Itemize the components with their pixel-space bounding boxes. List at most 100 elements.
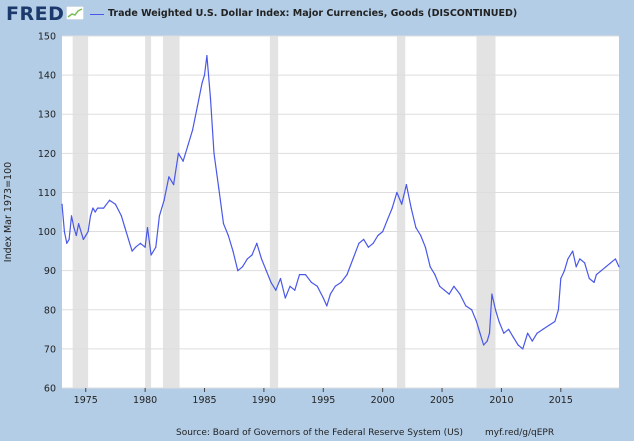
data-point — [203, 74, 206, 76]
data-point — [405, 184, 408, 186]
data-point — [396, 191, 398, 194]
data-point — [382, 230, 384, 233]
data-point — [377, 234, 379, 237]
data-point — [187, 144, 189, 147]
data-point — [595, 273, 598, 276]
data-point — [284, 297, 286, 299]
data-point — [372, 242, 374, 244]
data-point — [80, 230, 82, 233]
fred-sparkline-icon — [66, 6, 84, 20]
fred-logo[interactable]: FRED — [6, 3, 65, 25]
data-point — [439, 285, 441, 287]
data-point — [346, 273, 348, 276]
plot-area — [62, 36, 619, 388]
y-tick-label: 80 — [44, 305, 56, 316]
data-point — [329, 293, 332, 295]
legend-label: Trade Weighted U.S. Dollar Index: Major … — [108, 8, 518, 19]
data-point — [322, 297, 324, 299]
data-point — [139, 242, 141, 244]
data-point — [334, 285, 336, 287]
recession-band — [476, 36, 496, 388]
data-point — [114, 203, 117, 205]
data-point — [475, 320, 478, 323]
data-point — [108, 199, 111, 201]
data-point — [66, 242, 68, 244]
recession-band — [396, 36, 406, 388]
y-tick-label: 140 — [38, 71, 56, 82]
data-point — [517, 344, 519, 346]
data-point — [87, 230, 89, 233]
data-point — [512, 336, 514, 338]
data-point — [579, 258, 581, 260]
data-point — [572, 250, 574, 252]
y-tick-label: 130 — [38, 110, 56, 121]
x-tick-label: 1980 — [133, 395, 157, 406]
data-point — [610, 262, 612, 264]
data-point — [536, 332, 538, 334]
data-point — [567, 258, 569, 260]
data-point — [459, 293, 461, 295]
data-point — [73, 227, 75, 229]
data-point — [61, 203, 63, 205]
data-point — [304, 273, 307, 276]
data-point — [222, 223, 225, 225]
data-point — [483, 344, 485, 346]
data-point — [605, 266, 607, 268]
data-point — [182, 160, 184, 162]
data-point — [363, 238, 365, 240]
grid-lines — [62, 35, 619, 389]
data-point — [206, 54, 208, 57]
data-point — [560, 277, 562, 280]
data-point — [120, 215, 122, 217]
data-point — [92, 207, 94, 209]
data-point — [618, 266, 620, 268]
recession-band — [269, 36, 279, 388]
y-tick-label: 70 — [44, 344, 56, 355]
data-point — [192, 129, 194, 131]
y-tick-label: 150 — [38, 32, 56, 43]
data-point — [367, 246, 370, 248]
data-point — [488, 332, 491, 334]
data-point — [554, 320, 556, 323]
data-point — [575, 266, 577, 268]
data-point — [491, 293, 493, 295]
data-point — [326, 305, 328, 307]
data-point — [352, 258, 354, 260]
data-point — [294, 289, 296, 291]
data-point — [588, 277, 590, 280]
data-point — [63, 230, 65, 233]
recession-band — [162, 36, 180, 388]
short-url-link[interactable]: myf.red/g/qEPR — [485, 428, 555, 438]
data-point — [251, 254, 253, 256]
data-point — [85, 234, 87, 237]
data-point — [429, 266, 431, 268]
data-point — [453, 285, 455, 287]
series-line — [61, 54, 620, 350]
data-point — [70, 215, 73, 217]
data-point — [94, 211, 96, 213]
x-tick-label: 2015 — [549, 395, 573, 406]
recession-bands — [72, 36, 496, 388]
data-point — [498, 320, 500, 323]
data-point — [316, 285, 318, 287]
data-point — [310, 281, 313, 283]
x-tick-label: 2005 — [430, 395, 454, 406]
data-point — [209, 97, 212, 100]
data-point — [97, 207, 99, 209]
data-point — [583, 262, 586, 264]
y-tick-label: 120 — [38, 149, 56, 160]
data-point — [68, 238, 70, 240]
data-point — [196, 105, 198, 107]
series-layer — [61, 54, 620, 350]
data-point — [232, 250, 234, 252]
data-point — [600, 270, 602, 272]
data-point — [507, 328, 510, 330]
y-tick-label: 60 — [44, 384, 56, 395]
data-point — [241, 266, 244, 268]
data-point — [82, 238, 84, 240]
data-point — [503, 332, 505, 334]
data-point — [486, 340, 488, 342]
recession-band — [72, 36, 89, 388]
data-point — [127, 238, 130, 240]
